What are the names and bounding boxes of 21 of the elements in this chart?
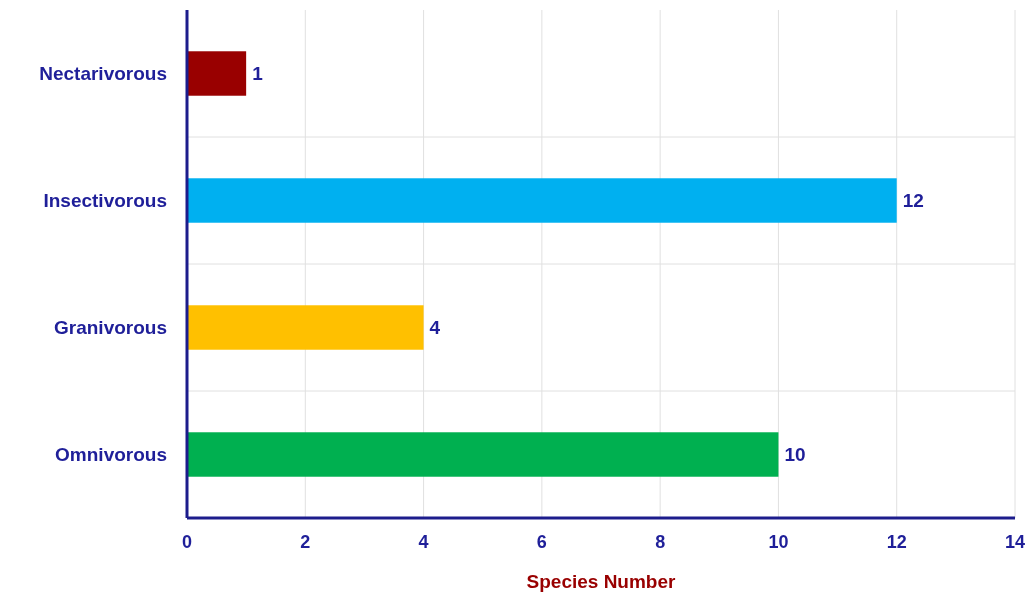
x-tick-label: 8 xyxy=(655,532,666,552)
y-tick-label: Insectivorous xyxy=(43,190,167,212)
x-tick-label: 12 xyxy=(886,532,907,552)
x-tick-label: 6 xyxy=(536,532,547,552)
y-tick-label: Nectarivorous xyxy=(39,63,167,85)
data-label: 12 xyxy=(902,190,924,212)
x-tick-label: 10 xyxy=(768,532,789,552)
y-tick-label: Granivorous xyxy=(54,317,167,339)
x-tick-label: 2 xyxy=(300,532,311,552)
data-label: 10 xyxy=(784,444,806,466)
data-label: 1 xyxy=(252,63,264,85)
x-tick-label: 0 xyxy=(181,532,193,552)
y-tick-label: Omnivorous xyxy=(55,444,167,466)
bar xyxy=(187,305,424,350)
bar xyxy=(187,432,779,477)
data-label: 4 xyxy=(429,317,441,339)
x-axis-title: Species Number xyxy=(526,571,677,592)
x-tick-label: 14 xyxy=(1004,532,1026,552)
bar xyxy=(187,178,897,223)
bar xyxy=(187,51,247,96)
x-tick-label: 4 xyxy=(418,532,429,552)
